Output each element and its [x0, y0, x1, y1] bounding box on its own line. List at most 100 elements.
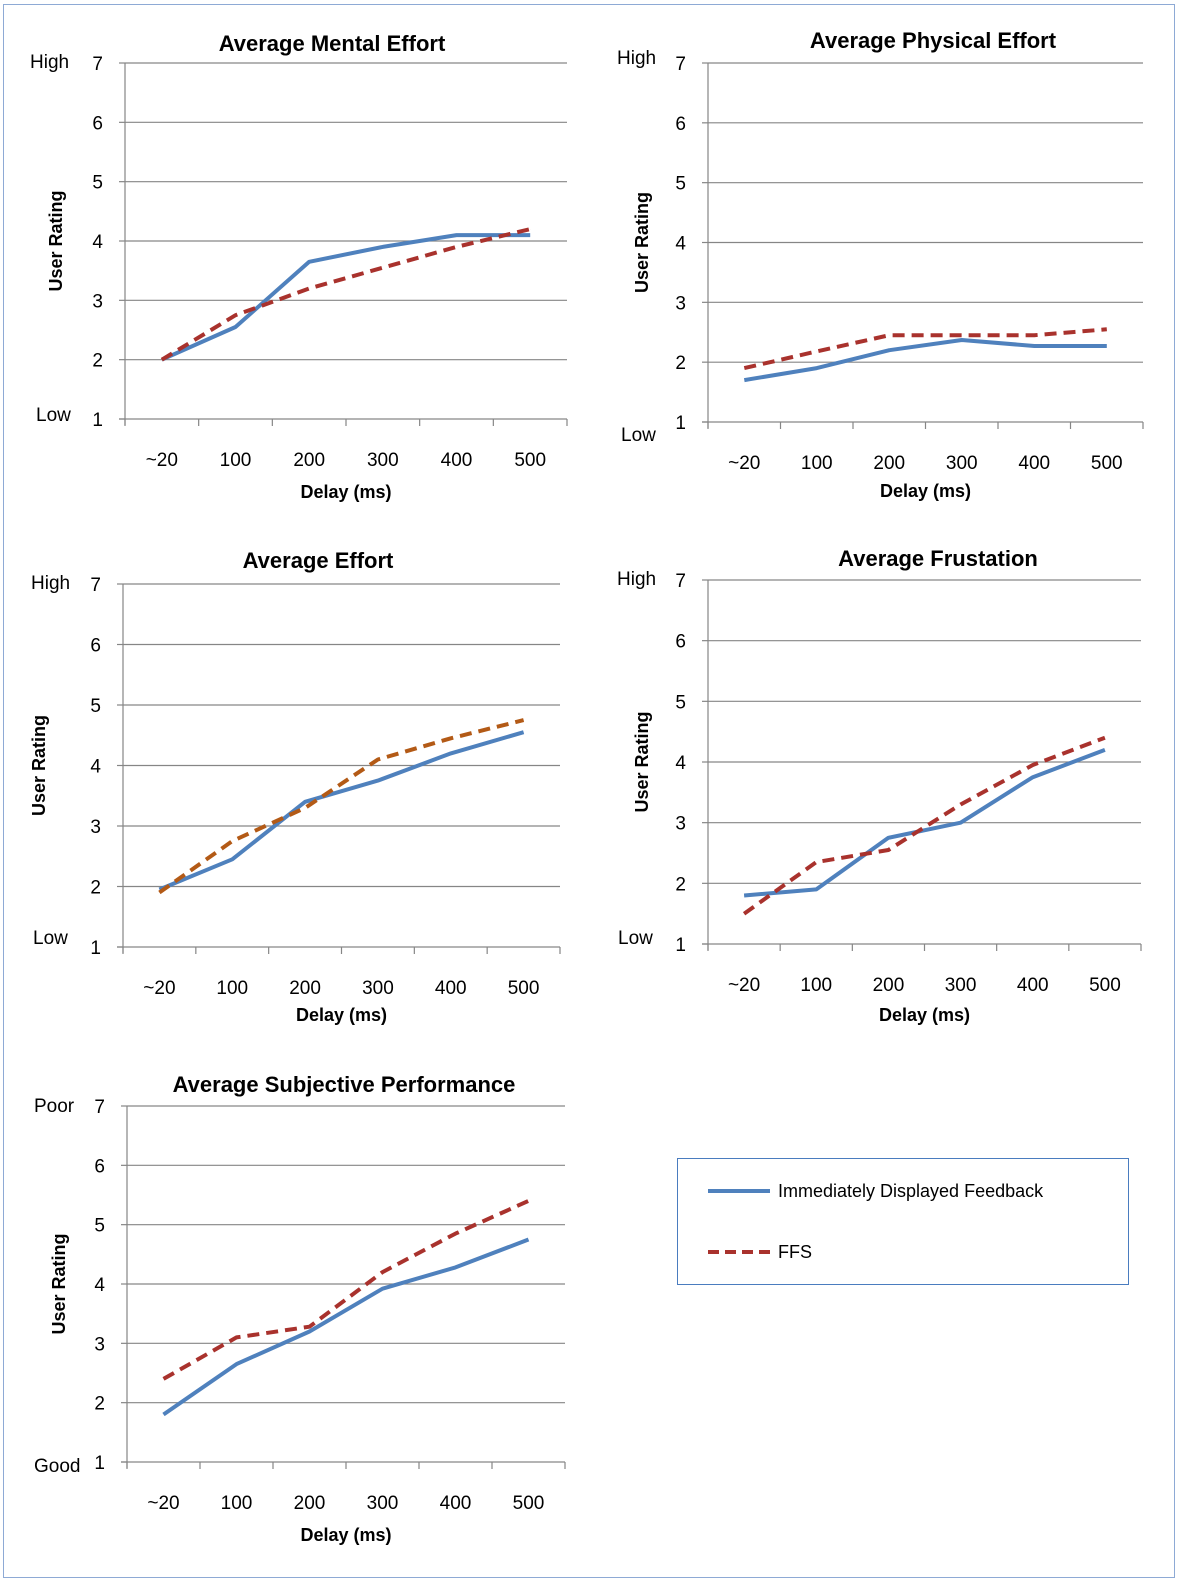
x-tick-label: 200: [873, 975, 905, 996]
x-tick-label: 400: [441, 450, 473, 471]
chart-title: Average Subjective Performance: [173, 1072, 516, 1097]
x-tick-label: 500: [513, 1493, 545, 1514]
x-tick-label: 200: [293, 450, 325, 471]
legend-line-ffs: [708, 1250, 770, 1254]
y-axis-label: User Rating: [29, 715, 49, 816]
legend-label-immediate: Immediately Displayed Feedback: [778, 1180, 1044, 1201]
series-line-immediate: [162, 1237, 530, 1417]
y-tick-label: 7: [90, 575, 101, 596]
scale-low-label: Low: [621, 425, 656, 446]
scale-high-label: High: [617, 48, 656, 69]
chart-title: Average Physical Effort: [810, 28, 1057, 53]
series-line-ffs: [158, 718, 525, 895]
y-tick-label: 1: [675, 413, 686, 434]
x-tick-label: 200: [873, 453, 905, 474]
x-tick-label: 300: [945, 975, 977, 996]
y-tick-label: 3: [94, 1334, 105, 1355]
x-tick-label: ~20: [147, 1493, 179, 1514]
y-tick-label: 4: [94, 1275, 105, 1296]
series-line-immediate: [160, 233, 531, 362]
x-axis-label: Delay (ms): [300, 482, 391, 502]
series-line-ffs: [743, 327, 1107, 371]
x-tick-label: 500: [1089, 975, 1121, 996]
scale-low-label: Low: [33, 928, 68, 949]
y-tick-label: 4: [675, 753, 686, 774]
x-tick-label: 500: [1091, 453, 1123, 474]
y-tick-label: 6: [675, 632, 686, 653]
x-tick-label: ~20: [146, 450, 178, 471]
series-line-immediate: [158, 730, 525, 892]
legend-item-ffs: FFS: [706, 1240, 812, 1264]
y-tick-label: 2: [675, 874, 686, 895]
y-tick-label: 2: [94, 1394, 105, 1415]
y-axis-label: User Rating: [49, 1233, 69, 1334]
x-tick-label: 100: [800, 975, 832, 996]
x-tick-label: 400: [1017, 975, 1049, 996]
scale-low-label: Good: [34, 1456, 80, 1477]
x-tick-label: 300: [946, 453, 978, 474]
y-tick-label: 5: [92, 173, 103, 194]
x-tick-label: 200: [289, 978, 321, 999]
y-tick-label: 4: [675, 234, 686, 255]
x-tick-label: 300: [367, 1493, 399, 1514]
x-tick-label: 200: [294, 1493, 326, 1514]
legend-label-ffs: FFS: [778, 1241, 812, 1262]
series-line-immediate: [743, 748, 1106, 898]
y-tick-label: 4: [92, 232, 103, 253]
legend-line-immediate: [708, 1189, 770, 1193]
x-tick-label: ~20: [728, 975, 760, 996]
y-tick-label: 1: [94, 1453, 105, 1474]
x-tick-label: 500: [514, 450, 546, 471]
chart-4: 1 2 3 4 5 6 7 ~20 100 200 300 400 500 Average Frustat…: [617, 546, 1142, 1025]
x-tick-label: 500: [508, 978, 540, 999]
y-tick-label: 1: [675, 935, 686, 956]
y-tick-label: 2: [675, 353, 686, 374]
y-tick-label: 5: [94, 1216, 105, 1237]
y-tick-label: 7: [675, 54, 686, 75]
x-axis-label: Delay (ms): [880, 481, 971, 501]
y-tick-label: 7: [94, 1097, 105, 1118]
x-tick-label: 100: [801, 453, 833, 474]
scale-high-label: Poor: [34, 1096, 75, 1117]
series-line-immediate: [743, 338, 1107, 383]
y-tick-label: 7: [92, 54, 103, 75]
y-tick-label: 7: [675, 571, 686, 592]
y-tick-label: 2: [90, 878, 101, 899]
x-axis-label: Delay (ms): [879, 1005, 970, 1025]
x-axis-label: Delay (ms): [300, 1525, 391, 1545]
y-tick-label: 3: [90, 817, 101, 838]
y-tick-label: 3: [675, 814, 686, 835]
series-line-ffs: [160, 227, 531, 362]
x-tick-label: ~20: [143, 978, 175, 999]
legend-item-immediate: Immediately Displayed Feedback: [706, 1179, 1043, 1203]
chart-1: 1 2 3 4 5 6 7 ~20 100 200 300 400 500 Average Mental …: [30, 31, 568, 502]
x-tick-label: 400: [1018, 453, 1050, 474]
y-tick-label: 1: [90, 938, 101, 959]
page-frame: [3, 4, 1175, 1578]
y-tick-label: 5: [90, 696, 101, 717]
scale-low-label: Low: [618, 928, 653, 949]
x-tick-label: 400: [440, 1493, 472, 1514]
legend: Immediately Displayed Feedback FFS: [677, 1158, 1129, 1285]
x-axis-label: Delay (ms): [296, 1005, 387, 1025]
y-tick-label: 5: [675, 174, 686, 195]
y-tick-label: 6: [90, 636, 101, 657]
y-tick-label: 3: [92, 291, 103, 312]
chart-title: Average Effort: [243, 548, 394, 573]
chart-3: 1 2 3 4 5 6 7 ~20 100 200 300 400 500 Average Effort D…: [29, 548, 561, 1025]
scale-high-label: High: [30, 52, 69, 73]
x-tick-label: 400: [435, 978, 467, 999]
y-tick-label: 6: [675, 114, 686, 135]
scale-high-label: High: [617, 569, 656, 590]
y-tick-label: 4: [90, 757, 101, 778]
y-tick-label: 5: [675, 692, 686, 713]
y-axis-label: User Rating: [632, 711, 652, 812]
x-tick-label: 300: [367, 450, 399, 471]
x-tick-label: 300: [362, 978, 394, 999]
series-line-ffs: [742, 735, 1106, 916]
chart-5: 1 2 3 4 5 6 7 ~20 100 200 300 400 500 Average Subject…: [34, 1072, 566, 1545]
chart-title: Average Frustation: [838, 546, 1038, 571]
x-tick-label: 100: [221, 1493, 253, 1514]
x-tick-label: 100: [216, 978, 248, 999]
